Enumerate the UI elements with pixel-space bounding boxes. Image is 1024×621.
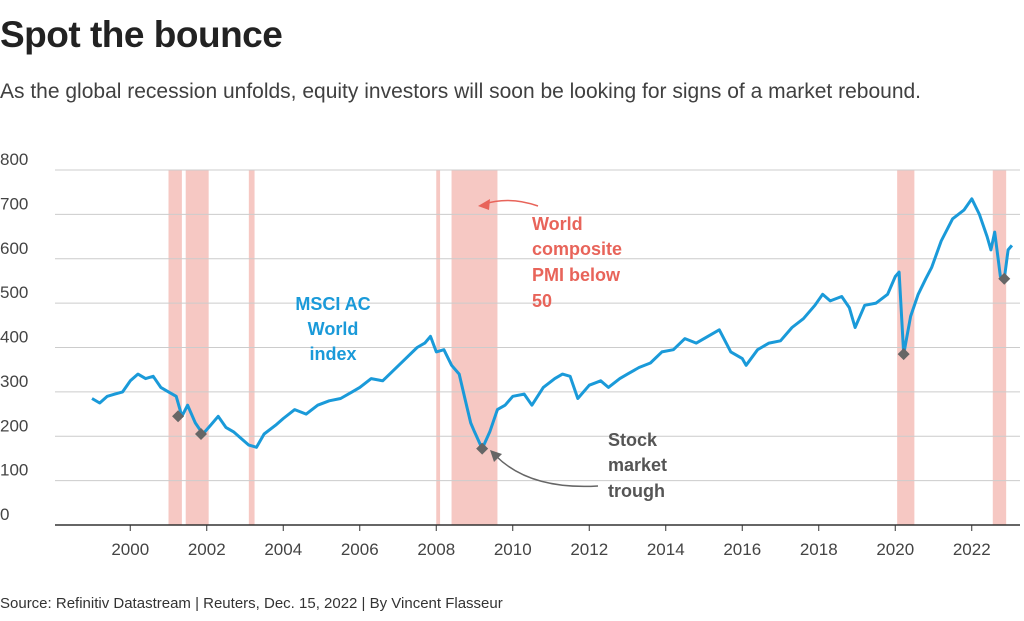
trough-annotation-arrowhead: [490, 450, 502, 462]
trough-annotation: Stock market trough: [490, 430, 667, 501]
trough-marker-1: [195, 428, 208, 441]
trough-annotation-arrow: [495, 455, 599, 488]
x-tick-label-2018: 2018: [800, 540, 838, 559]
y-tick-label-700: 700: [0, 194, 28, 213]
chart-title: Spot the bounce: [0, 14, 283, 55]
y-tick-label-300: 300: [0, 372, 28, 391]
trough-marker-3: [897, 348, 910, 361]
trough-marker-4: [998, 272, 1011, 285]
x-tick-label-2008: 2008: [417, 540, 455, 559]
band-label-line-3: PMI below: [532, 265, 621, 285]
y-tick-label-600: 600: [0, 239, 28, 258]
trough-label-line-3: trough: [608, 481, 665, 501]
source-note: Source: Refinitiv Datastream | Reuters, …: [0, 595, 503, 612]
trough-label-line-1: Stock: [608, 430, 658, 450]
y-tick-label-500: 500: [0, 283, 28, 302]
x-tick-label-2012: 2012: [570, 540, 608, 559]
y-tick-label-100: 100: [0, 461, 28, 480]
trough-markers: [172, 272, 1011, 455]
trough-marker-0: [172, 410, 185, 423]
series-line-msci-ac-world: [91, 197, 1014, 451]
x-tick-label-2010: 2010: [494, 540, 532, 559]
x-tick-label-2020: 2020: [876, 540, 914, 559]
x-tick-label-2006: 2006: [341, 540, 379, 559]
series-label-line-3: index: [309, 344, 356, 364]
grid-lines: [55, 169, 1020, 526]
band-label-line-1: World: [532, 214, 583, 234]
x-tick-label-2016: 2016: [723, 540, 761, 559]
band-annotation: World composite PMI below 50: [478, 199, 622, 311]
series-label-line-1: MSCI AC: [295, 294, 370, 314]
y-tick-label-0: 0: [0, 505, 9, 524]
trough-marker-2: [476, 442, 489, 455]
series-label-line-2: World: [308, 319, 359, 339]
y-tick-label-800: 800: [0, 150, 28, 169]
band-annotation-arrowhead: [478, 199, 490, 210]
y-tick-label-400: 400: [0, 328, 28, 347]
band-label-line-4: 50: [532, 291, 552, 311]
chart-subtitle: As the global recession unfolds, equity …: [0, 80, 922, 103]
x-axis-ticks: 2000 2002 2004 2006 2008 2010 2012 2014 2016 2018…: [111, 525, 991, 559]
y-tick-label-200: 200: [0, 416, 28, 435]
x-tick-label-2022: 2022: [953, 540, 991, 559]
series-annotation: MSCI AC World index: [295, 294, 370, 364]
x-tick-label-2000: 2000: [111, 540, 149, 559]
y-axis-ticks: 0 100 200 300 400 500 600 700 800: [0, 150, 28, 524]
x-tick-label-2014: 2014: [647, 540, 685, 559]
band-label-line-2: composite: [532, 239, 622, 259]
x-tick-label-2004: 2004: [264, 540, 302, 559]
x-tick-label-2002: 2002: [188, 540, 226, 559]
trough-label-line-2: market: [608, 455, 667, 475]
